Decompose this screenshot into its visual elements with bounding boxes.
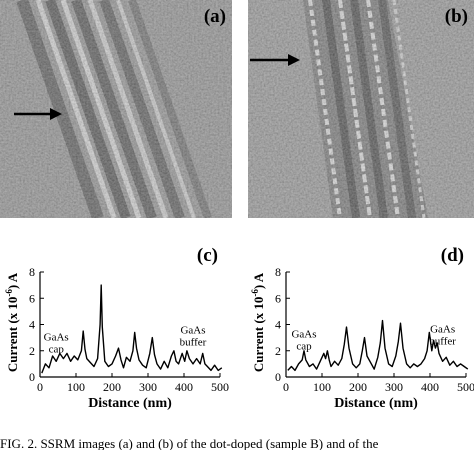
y-tick-label: 0 (29, 370, 35, 384)
panel-label: (c) (197, 245, 218, 266)
y-tick-label: 8 (275, 265, 281, 279)
arrow-icon (14, 108, 62, 120)
y-tick-label: 2 (29, 344, 35, 358)
panel-label: (d) (441, 245, 464, 266)
x-axis-label: Distance (nm) (334, 396, 418, 411)
x-tick-label: 300 (139, 380, 157, 394)
y-tick-label: 0 (275, 370, 281, 384)
y-tick-label: 6 (275, 291, 281, 305)
x-tick-label: 100 (67, 380, 85, 394)
x-tick-label: 0 (283, 380, 289, 394)
y-tick-label: 6 (29, 291, 35, 305)
x-tick-label: 200 (103, 380, 121, 394)
annotation: GaAs buffer (180, 325, 207, 349)
arrow-icon (250, 54, 300, 66)
ssrm-image-a: (a) (0, 0, 232, 218)
noise-texture (0, 0, 232, 218)
annotation: GaAs cap (291, 329, 316, 353)
x-tick-label: 200 (349, 380, 367, 394)
y-tick-label: 2 (275, 344, 281, 358)
panel-label-a: (a) (204, 6, 226, 27)
x-axis-label: Distance (nm) (88, 396, 172, 411)
series-line (41, 284, 223, 374)
current-profile-chart-d: (d) 0 100 200 300 400 500 0 2 4 6 8 Distance (nm) Cur… (246, 245, 474, 420)
x-tick-label: 400 (421, 380, 439, 394)
y-axis-label: Current (x 10-6) A (4, 272, 20, 372)
ssrm-image-b: (b) (248, 0, 474, 218)
panel-label-b: (b) (445, 6, 468, 27)
x-tick-label: 500 (457, 380, 474, 394)
noise-texture (248, 0, 474, 218)
x-tick-label: 500 (211, 380, 229, 394)
y-tick-label: 4 (275, 318, 281, 332)
y-tick-label: 4 (29, 318, 35, 332)
x-tick-label: 400 (175, 380, 193, 394)
y-axis-label: Current (x 10-6) A (250, 272, 266, 372)
x-tick-label: 0 (37, 380, 43, 394)
series-line (287, 319, 469, 372)
x-tick-label: 100 (313, 380, 331, 394)
x-tick-label: 300 (385, 380, 403, 394)
y-tick-label: 8 (29, 265, 35, 279)
annotation: GaAs buffer (429, 323, 456, 347)
annotation: GaAs cap (44, 331, 69, 355)
current-profile-chart-c: (c) 0 100 200 300 400 500 0 2 4 6 8 Distance (nm) Cur… (0, 245, 230, 420)
figure-caption: FIG. 2. SSRM images (a) and (b) of the d… (0, 437, 379, 450)
